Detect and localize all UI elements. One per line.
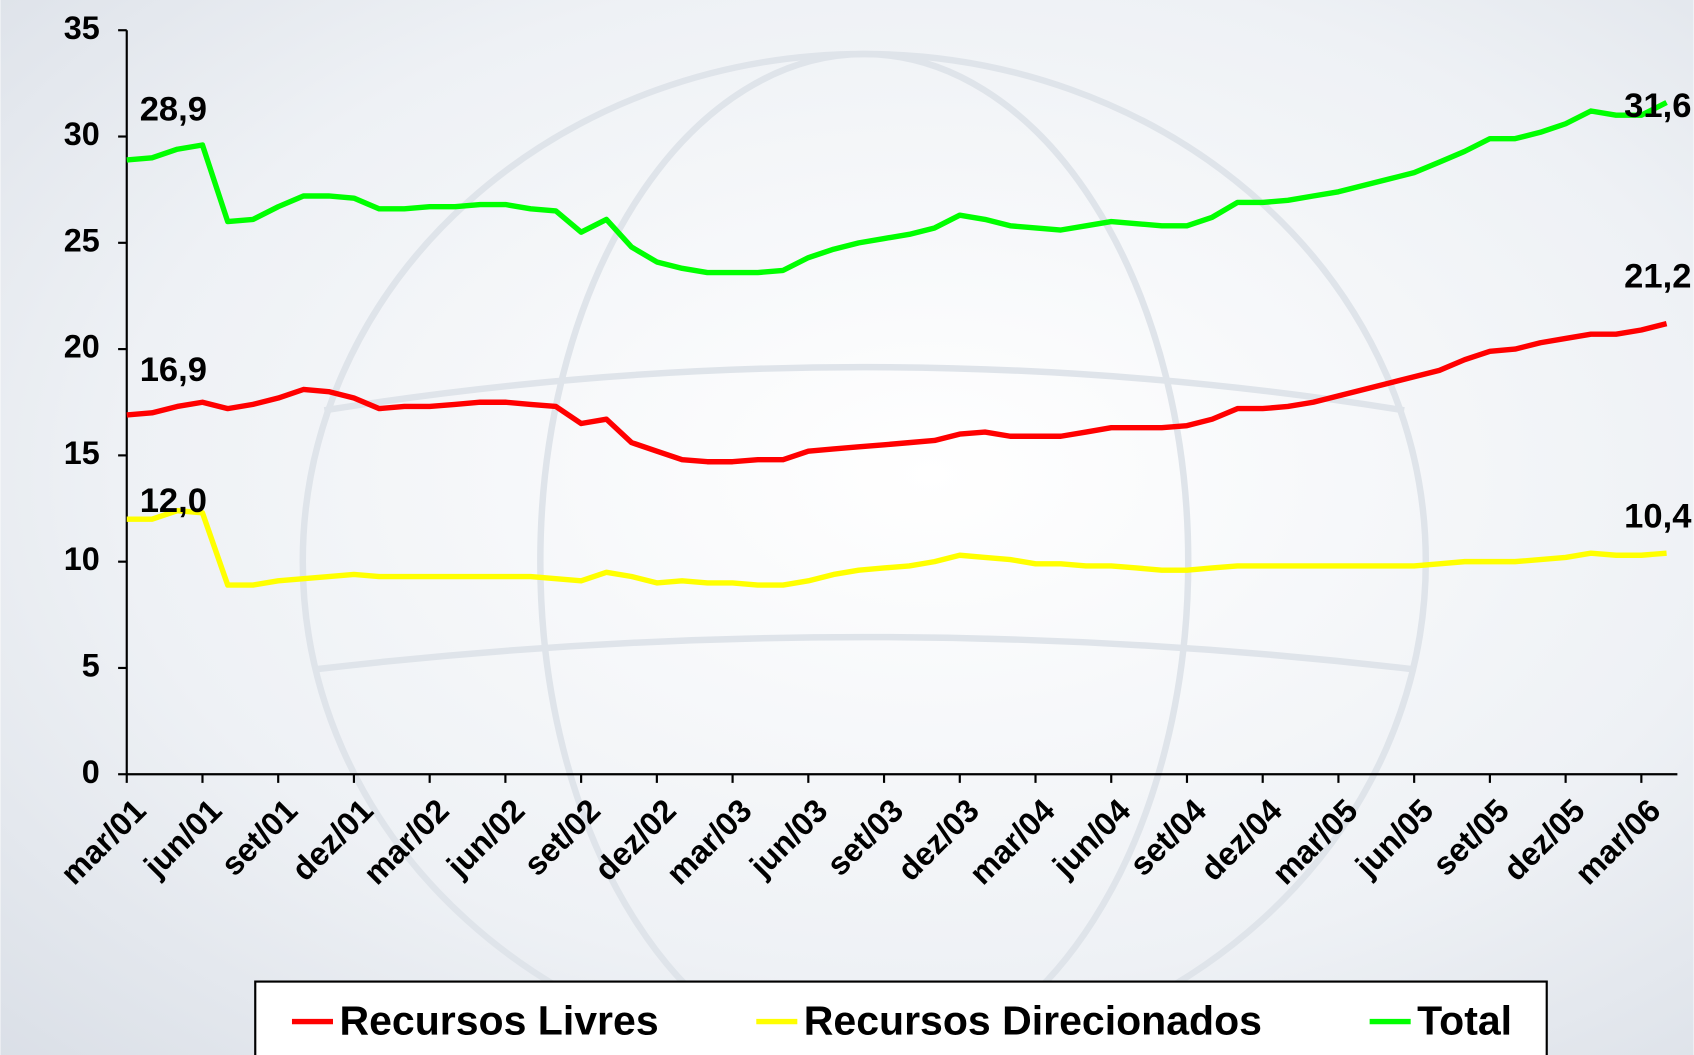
data-label: 16,9 — [140, 351, 207, 389]
legend-label: Total — [1417, 998, 1512, 1044]
series-line — [126, 321, 1668, 465]
data-label: 10,4 — [1624, 498, 1692, 536]
legend-box — [254, 980, 1548, 1055]
globe-decoration — [299, 50, 1429, 1055]
series-line — [126, 100, 1668, 276]
y-tick-label: 15 — [64, 435, 100, 471]
series-line — [126, 507, 1667, 588]
legend-label: Recursos Livres — [339, 998, 658, 1044]
y-tick-label: 20 — [64, 329, 100, 365]
data-label: 21,2 — [1624, 257, 1691, 295]
y-tick-label: 25 — [64, 222, 100, 258]
data-label: 12,0 — [140, 482, 207, 520]
y-tick-label: 35 — [64, 10, 100, 46]
legend-label: Recursos Direcionados — [804, 998, 1262, 1044]
data-label: 31,6 — [1624, 87, 1691, 125]
data-label: 28,9 — [140, 90, 207, 128]
y-tick-label: 30 — [64, 116, 100, 152]
y-tick-label: 10 — [64, 541, 100, 577]
y-tick-label: 5 — [82, 648, 100, 684]
y-tick-label: 0 — [82, 754, 100, 790]
